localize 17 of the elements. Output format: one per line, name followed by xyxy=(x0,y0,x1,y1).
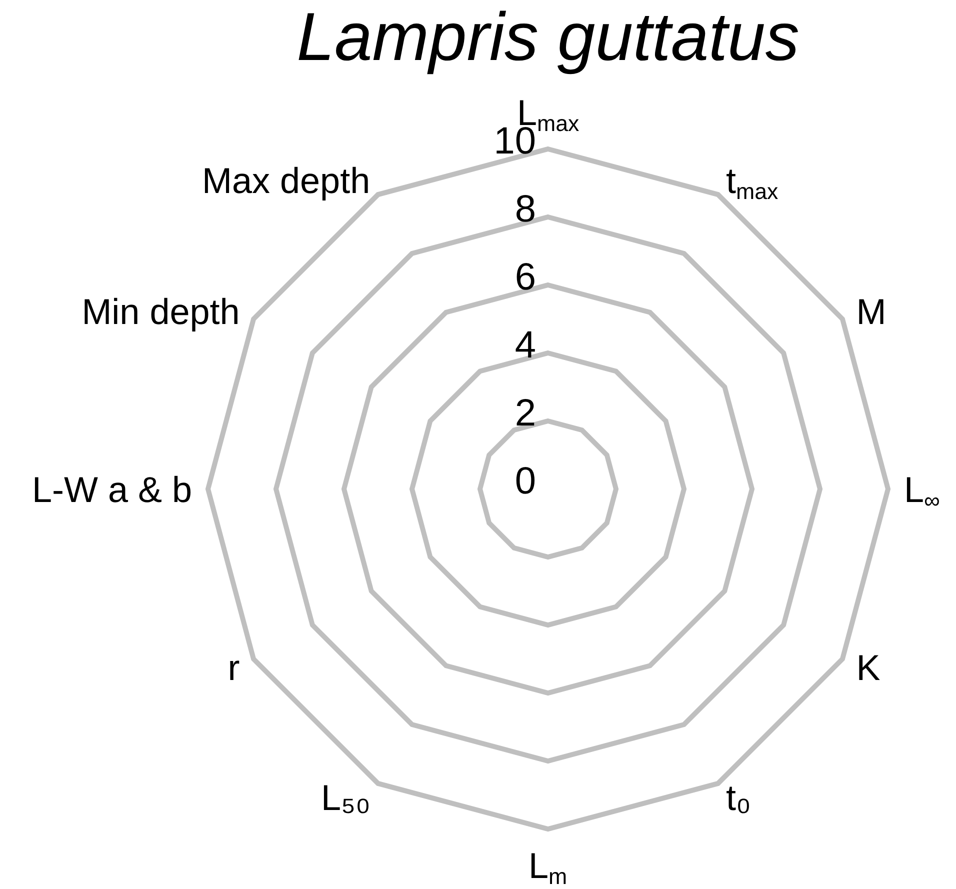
y-tick-label: 4 xyxy=(514,324,536,366)
y-tick-label: 8 xyxy=(514,188,536,230)
y-tick-label: 2 xyxy=(514,392,536,434)
spoke-label: Min depth xyxy=(82,290,240,332)
spoke-label: M xyxy=(856,290,886,332)
chart-title: Lampris guttatus xyxy=(296,0,800,75)
spoke-label: t$_{max}$ xyxy=(726,160,778,204)
spoke-label: L$_{m}$ xyxy=(528,845,568,889)
spoke-label: r xyxy=(228,646,240,688)
spoke-label: L$_{∞}$ xyxy=(904,468,940,513)
spoke-label: L-W a & b xyxy=(32,468,192,510)
spoke-label: L₅₀ xyxy=(321,776,370,818)
y-tick-label: 6 xyxy=(514,256,536,298)
y-tick-label: 0 xyxy=(514,460,536,502)
spoke-label: t₀ xyxy=(726,776,751,818)
spoke-label: Max depth xyxy=(202,160,370,202)
spoke-label: K xyxy=(856,646,880,688)
